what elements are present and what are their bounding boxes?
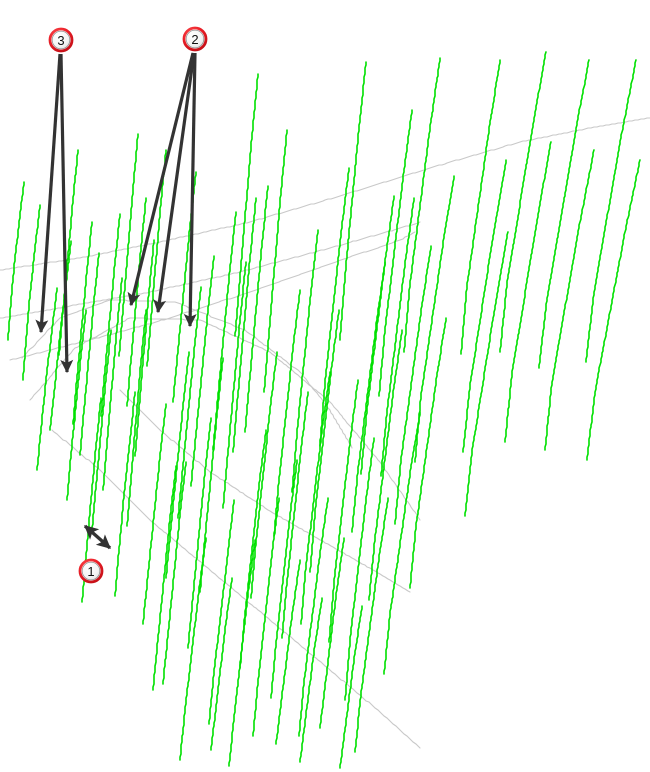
green-traces-23 [250,351,278,599]
grey-horizons-3 [21,299,353,449]
green-traces-72 [118,133,139,357]
grey-horizons-0 [0,117,650,271]
marker-2[interactable]: 2 [182,26,208,52]
marker-3-badge[interactable] [48,27,74,53]
green-traces-68 [244,185,269,433]
green-traces-4 [66,309,87,501]
green-traces-19 [208,499,235,725]
green-traces-65 [72,221,93,425]
green-traces-27 [291,229,319,493]
green-traces-14 [152,465,177,691]
marker-2-arrow-1 [127,52,195,307]
green-traces-35 [351,261,386,533]
green-traces-39 [383,411,421,675]
green-traces-11 [126,309,147,527]
green-traces-26 [281,391,309,639]
green-traces-59 [299,597,323,763]
green-traces-32 [339,61,367,341]
marker-1-arrow-1 [83,524,112,550]
marker-2-badge-inner-ring [185,29,205,49]
green-traces-36 [360,195,395,475]
green-traces-0 [7,181,25,341]
green-traces-13 [142,403,167,625]
green-traces-49 [538,59,590,369]
green-traces-40 [394,245,432,525]
green-traces-54 [179,537,207,761]
green-traces-21 [232,197,257,453]
marker-2-arrow-3 [183,52,197,328]
green-traces-38 [378,109,413,397]
green-traces-29 [309,309,340,573]
green-traces-53 [162,461,187,685]
green-traces-5 [58,149,79,356]
green-traces-58 [275,559,301,745]
green-traces-34 [234,73,259,337]
green-traces-25 [270,459,298,699]
grey-horizons-4 [29,317,421,521]
green-traces-46 [464,231,509,517]
green-traces-9 [114,391,136,597]
green-traces-7 [91,329,112,531]
green-traces-66 [190,255,215,487]
green-traces-48 [504,141,552,443]
green-traces-71 [146,149,167,367]
callout-arrow-layer [35,52,197,550]
green-traces-28 [298,497,329,737]
green-traces-67 [212,211,237,451]
green-traces-69 [273,289,301,537]
seismic-trace-layer [7,51,641,769]
green-traces-8 [102,277,123,491]
green-traces-50 [544,149,595,451]
green-traces-41 [403,57,441,353]
green-traces-51 [585,59,637,363]
green-traces-61 [339,605,363,769]
marker-2-arrow-2 [153,52,196,314]
marker-1[interactable]: 1 [78,558,104,584]
green-traces-70 [300,371,331,625]
green-traces-20 [222,261,247,509]
marker-2-badge[interactable] [182,26,208,52]
green-traces-6 [79,252,100,456]
green-traces-2 [36,287,58,471]
green-traces-45 [462,159,507,453]
green-traces-31 [328,379,359,643]
marker-3-arrow-2 [59,53,74,374]
green-traces-62 [354,497,389,753]
green-traces-24 [263,129,288,393]
green-traces-30 [319,167,350,447]
grey-horizons-5 [51,429,421,749]
green-traces-74 [380,197,415,477]
green-traces-17 [187,417,212,649]
green-traces-42 [409,317,447,589]
marker-3[interactable]: 3 [48,27,74,53]
green-traces-43 [414,175,455,463]
green-traces-16 [177,286,202,519]
green-traces-44 [460,59,501,355]
green-traces-64 [100,213,121,417]
marker-3-badge-inner-ring [51,30,71,50]
green-traces-60 [319,537,345,729]
green-traces-1 [22,204,41,381]
marker-3-arrow-1 [35,53,62,334]
green-traces-33 [344,437,375,701]
green-traces-56 [228,539,256,767]
green-traces-15 [165,351,190,579]
green-traces-37 [368,329,403,601]
green-traces-52 [586,159,641,461]
marker-1-badge[interactable] [78,558,104,584]
green-traces-12 [134,239,155,457]
marker-1-badge-inner-ring [81,561,101,581]
green-traces-55 [210,577,233,751]
green-traces-47 [499,51,547,353]
green-traces-3 [49,240,72,431]
